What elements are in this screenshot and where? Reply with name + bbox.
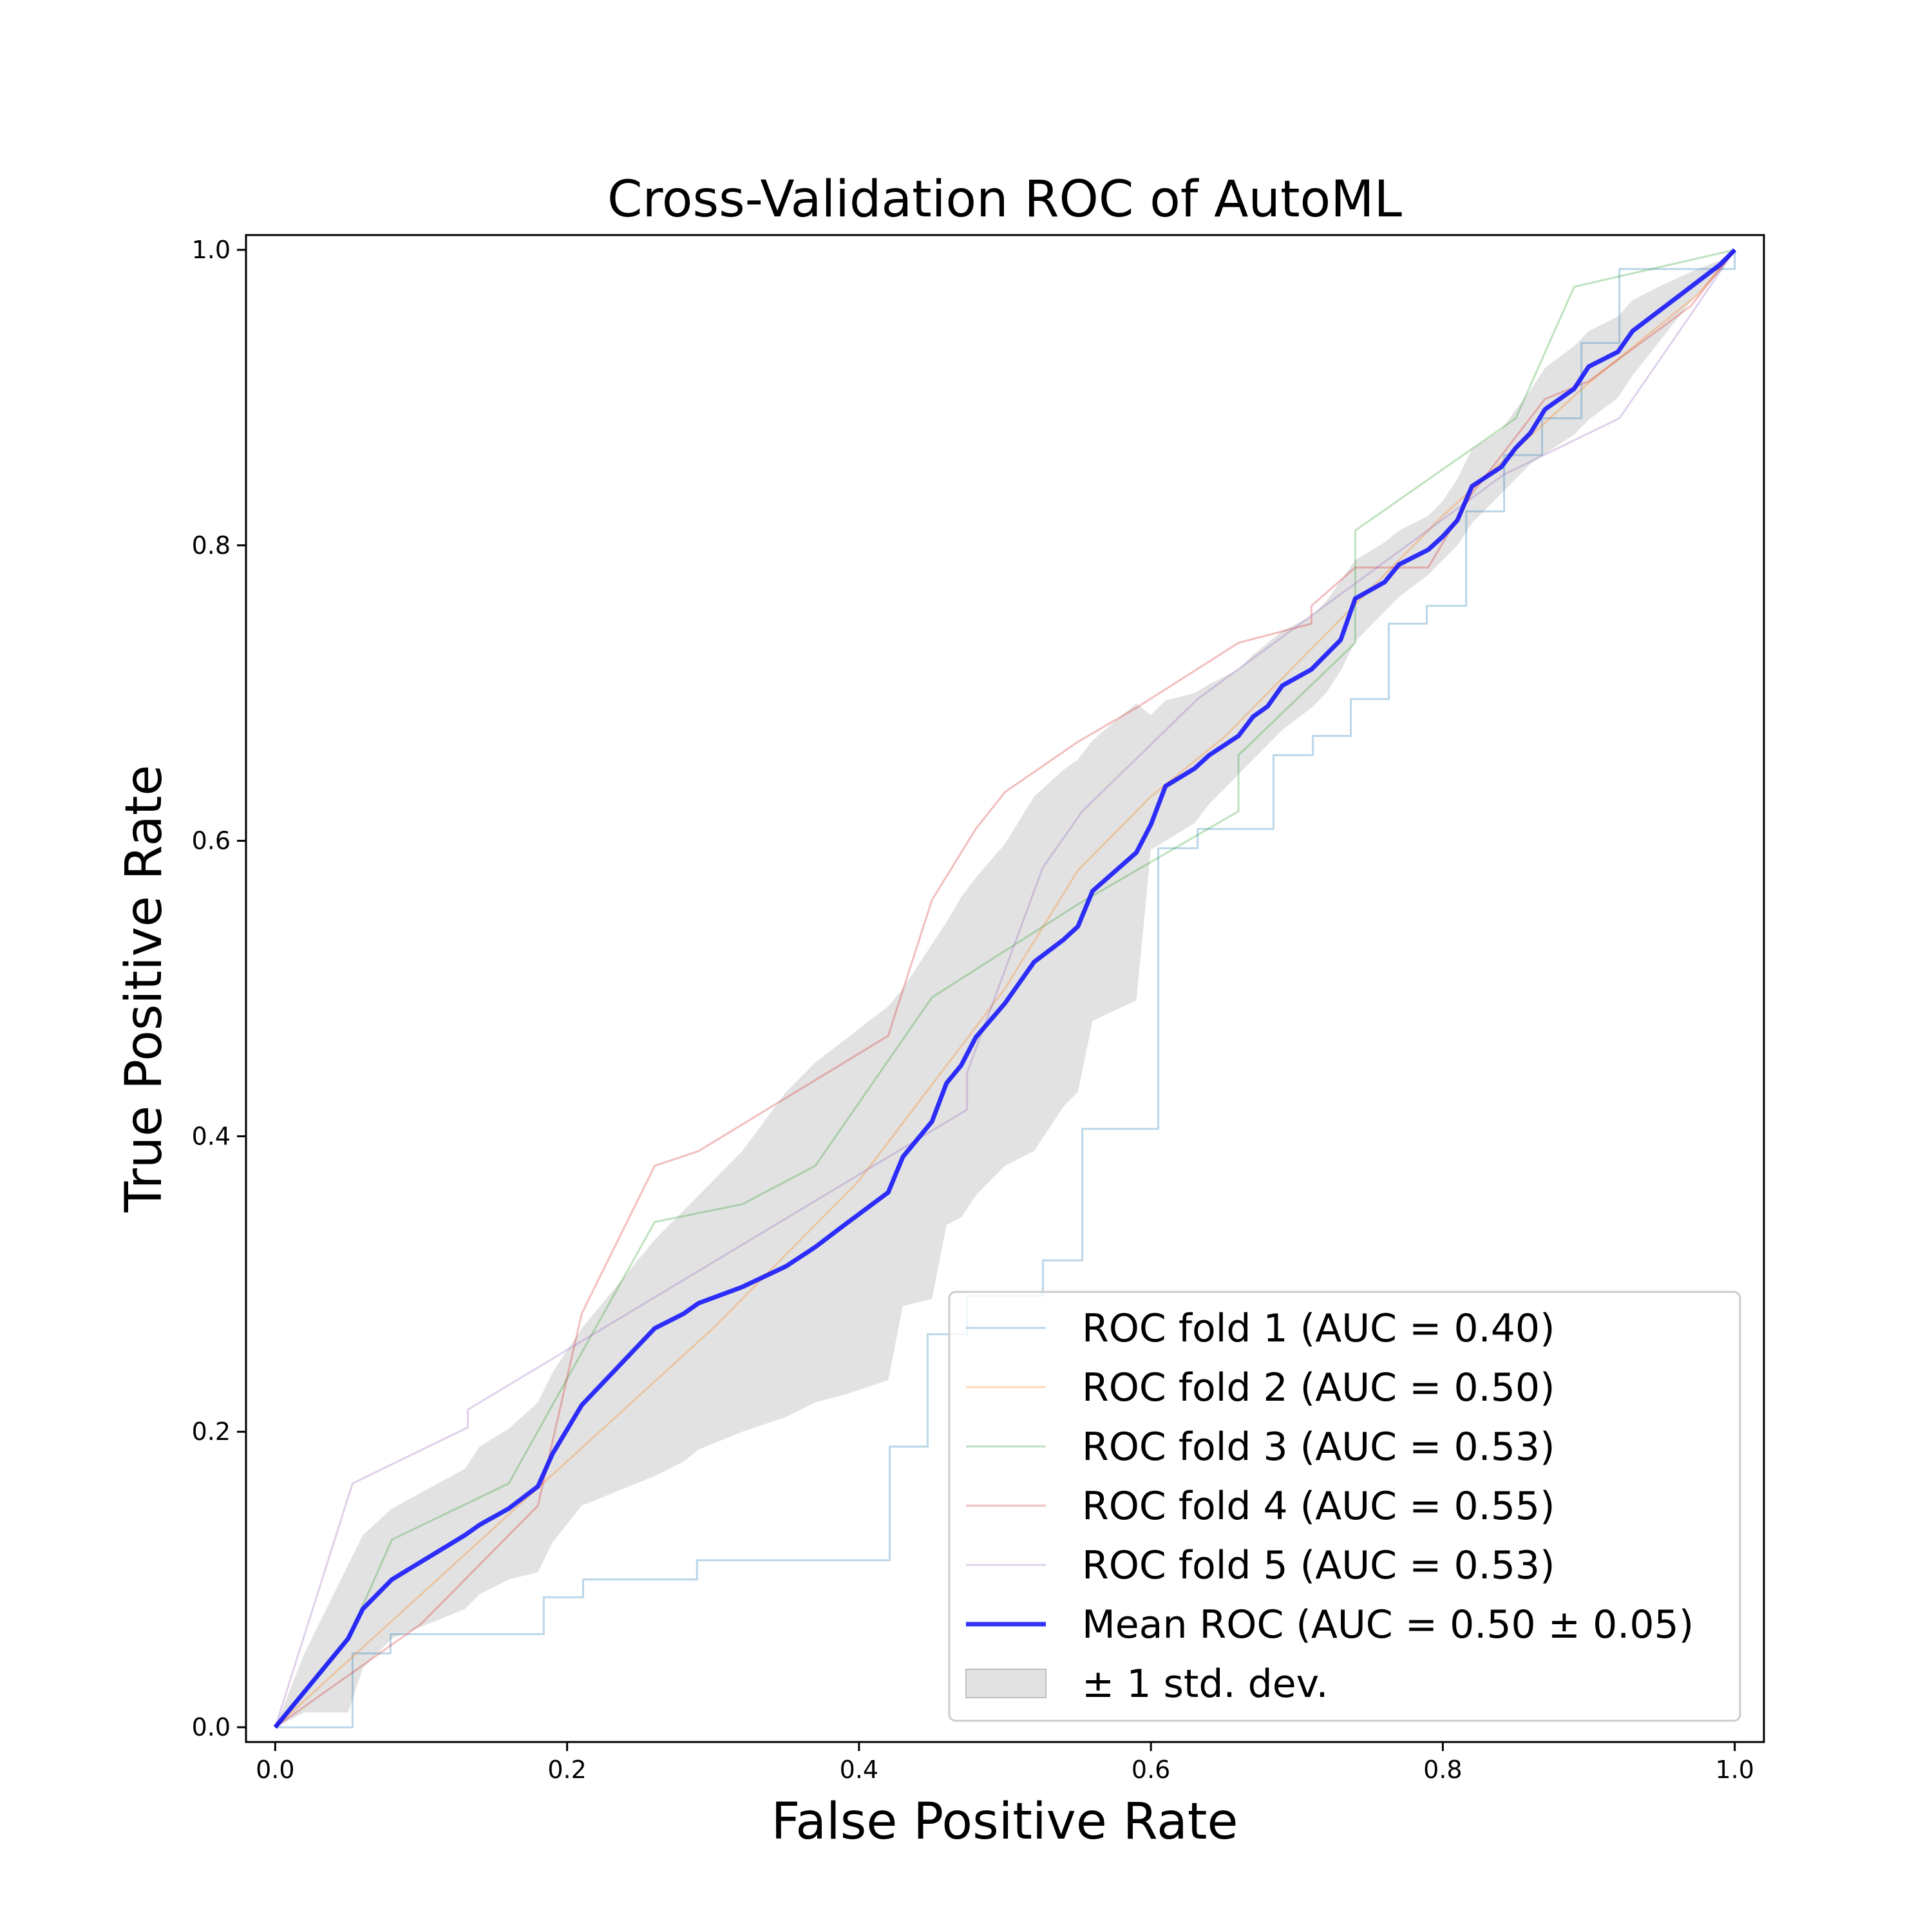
- std-dev-band: [275, 249, 1735, 1728]
- legend-label: ROC fold 3 (AUC = 0.53): [1082, 1425, 1555, 1470]
- x-axis-label: False Positive Rate: [772, 1793, 1238, 1851]
- roc-fold-5-line: [274, 249, 1736, 1728]
- plot-area: [273, 248, 1737, 1729]
- legend-swatch-band: [965, 1669, 1046, 1698]
- legend-label: ROC fold 4 (AUC = 0.55): [1082, 1484, 1555, 1529]
- legend-box: [948, 1291, 1741, 1722]
- y-tick-label: 0.2: [192, 1417, 231, 1446]
- roc-fold-4-line: [274, 249, 1736, 1728]
- x-tick-label: 1.0: [1715, 1756, 1754, 1784]
- legend-label: Mean ROC (AUC = 0.50 ± 0.05): [1082, 1602, 1694, 1647]
- y-tick-label: 1.0: [192, 236, 231, 264]
- legend-label: ± 1 std. dev.: [1082, 1662, 1329, 1707]
- x-tick-label: 0.2: [547, 1756, 586, 1784]
- y-tick-label: 0.0: [192, 1713, 231, 1741]
- y-tick-label: 0.8: [192, 531, 231, 560]
- x-tick-label: 0.6: [1132, 1756, 1170, 1784]
- chart-title: Cross-Validation ROC of AutoML: [607, 171, 1403, 229]
- x-tick-label: 0.0: [256, 1756, 294, 1784]
- y-tick-label: 0.4: [192, 1122, 231, 1150]
- roc-fold-2-line: [274, 249, 1736, 1728]
- legend-label: ROC fold 2 (AUC = 0.50): [1082, 1365, 1555, 1410]
- roc-fold-1-line: [275, 249, 1736, 1728]
- axis-ticks: 0.0 0.2 0.4 0.6 0.8 1.0 0.0 0.2 0.4 0.6 0.8 1.0: [192, 236, 1754, 1784]
- legend-label: ROC fold 5 (AUC = 0.53): [1082, 1543, 1555, 1588]
- legend: ROC fold 1 (AUC = 0.40) ROC fold 2 (AUC =…: [948, 1291, 1741, 1722]
- axes-frame: [245, 234, 1765, 1743]
- x-tick-label: 0.8: [1423, 1756, 1462, 1784]
- y-tick-label: 0.6: [192, 827, 231, 855]
- mean-roc-line: [273, 248, 1737, 1729]
- legend-label: ROC fold 1 (AUC = 0.40): [1082, 1306, 1555, 1351]
- roc-fold-3-line: [274, 249, 1736, 1728]
- x-tick-label: 0.4: [840, 1756, 878, 1784]
- y-axis-label: True Positive Rate: [115, 765, 173, 1213]
